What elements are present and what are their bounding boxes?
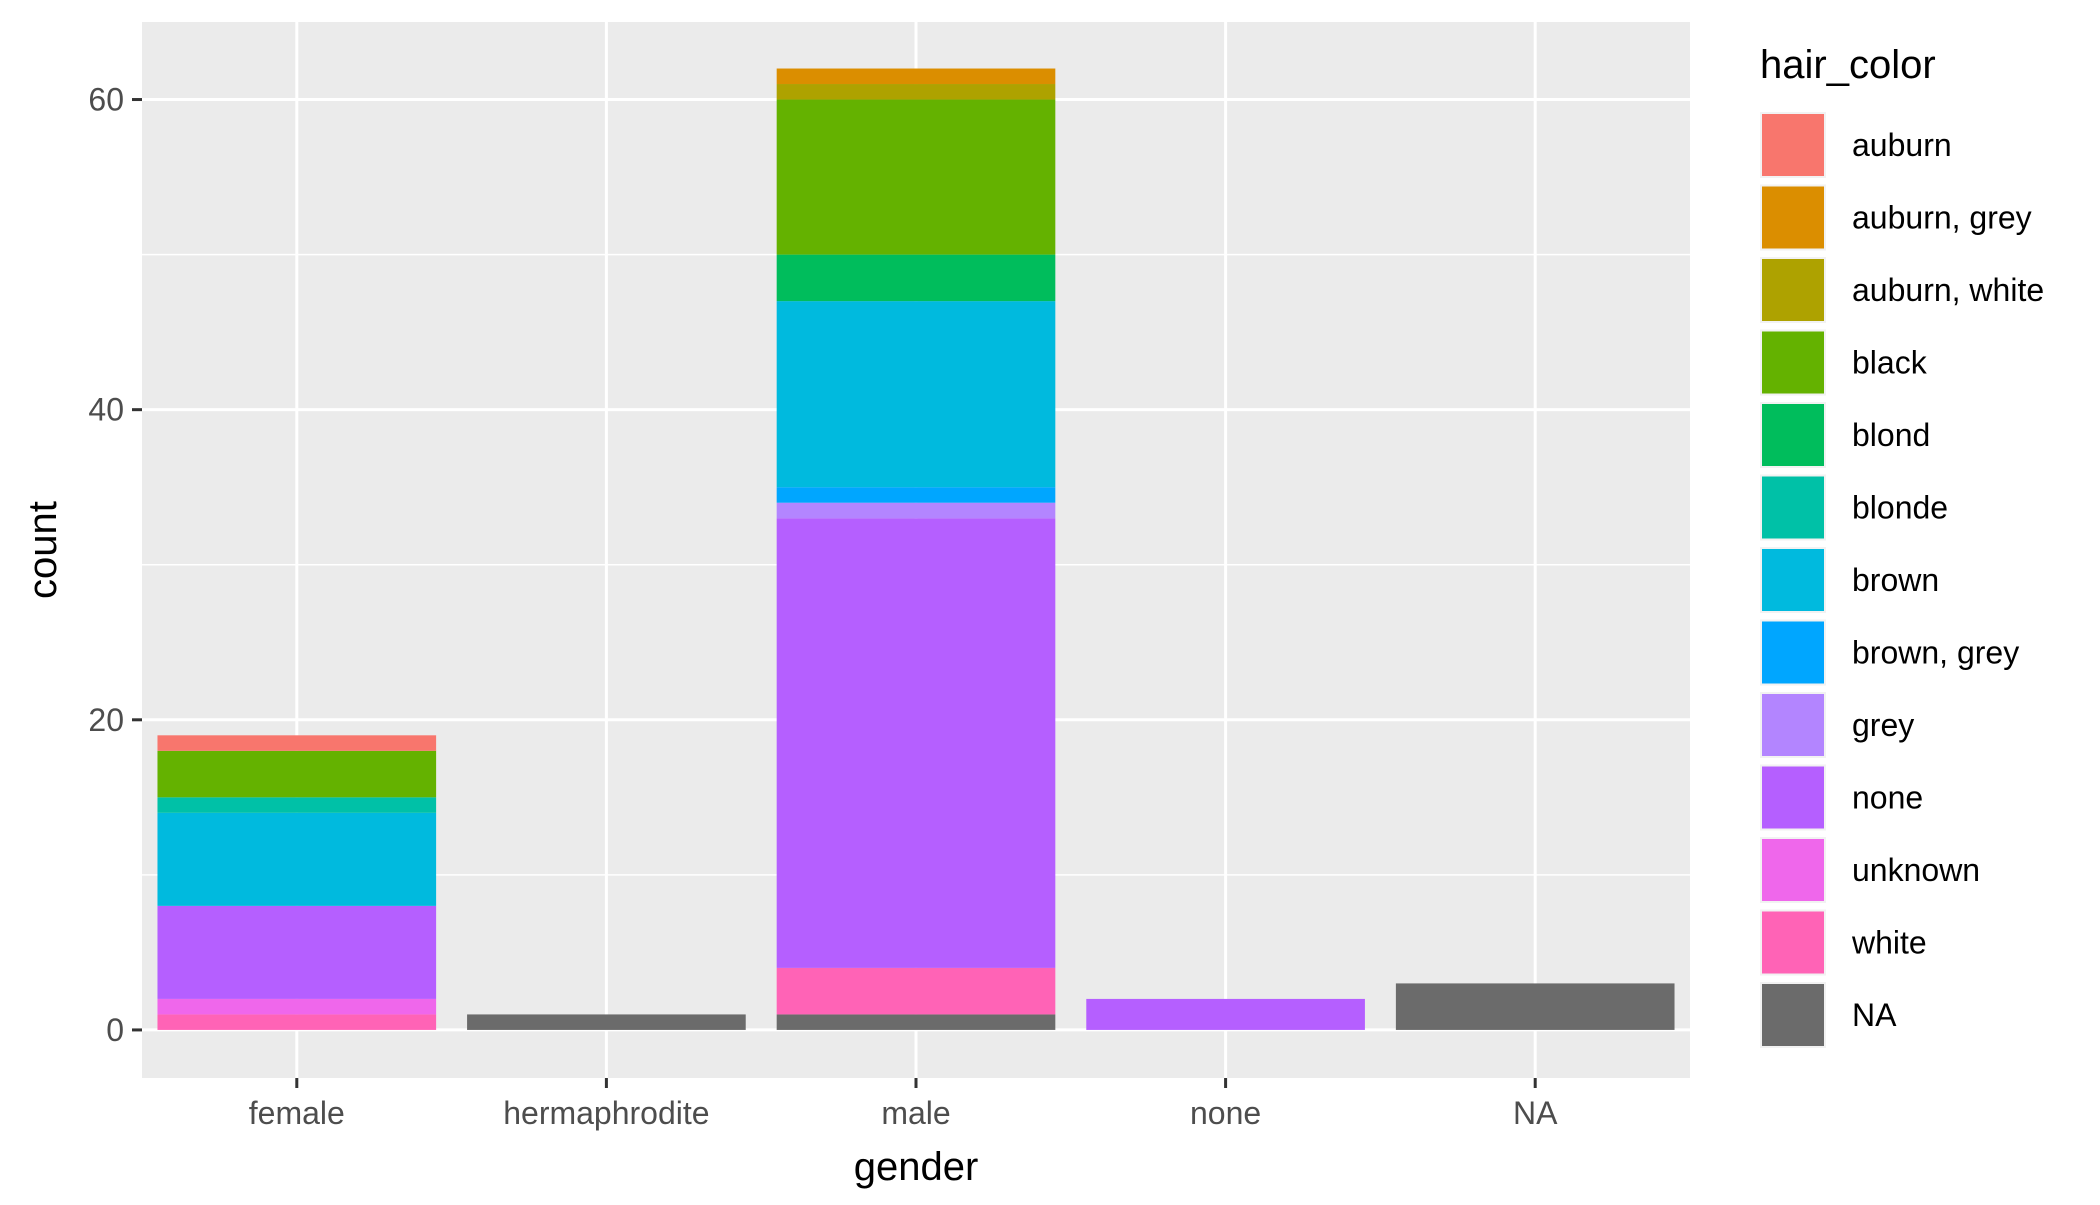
bar-segment: [776, 518, 1056, 968]
legend-label: blonde: [1852, 490, 1948, 526]
y-tick-label: 0: [106, 1012, 124, 1048]
legend-label: unknown: [1852, 852, 1980, 888]
legend-swatch: [1762, 839, 1824, 901]
legend-swatch: [1762, 259, 1824, 321]
bar-segment: [1395, 983, 1675, 1030]
bar-segment: [157, 735, 437, 751]
legend-label: brown, grey: [1852, 635, 2019, 671]
bar-segment: [776, 254, 1056, 302]
legend-swatch: [1762, 331, 1824, 394]
bar-segment: [776, 967, 1056, 1015]
x-axis: female hermaphrodite male none NA: [249, 1078, 1558, 1131]
legend-swatch: [1762, 114, 1824, 176]
y-tick-label: 60: [88, 82, 124, 118]
bar-segment: [776, 99, 1056, 255]
bar-segment: [776, 1014, 1056, 1030]
x-tick-label: female: [249, 1095, 345, 1131]
legend-label: auburn: [1852, 127, 1952, 163]
legend-label: none: [1852, 780, 1923, 816]
legend-label: blond: [1852, 417, 1930, 453]
y-tick-label: 40: [88, 392, 124, 428]
legend-title: hair_color: [1760, 43, 1936, 87]
x-tick-label: hermaphrodite: [503, 1095, 709, 1131]
y-axis: 0 20 40 60: [88, 82, 142, 1048]
legend-swatch: [1762, 404, 1824, 466]
bar-segment: [776, 502, 1056, 519]
legend-swatch: [1762, 549, 1824, 611]
legend-label: brown: [1852, 562, 1939, 598]
bar-segment: [776, 487, 1056, 503]
y-axis-title: count: [21, 501, 65, 599]
bar-segment: [1086, 998, 1365, 1030]
legend-items: auburn auburn, grey auburn, white black blon…: [1760, 112, 2044, 1048]
bar-segment: [776, 68, 1056, 85]
legend-label: NA: [1852, 997, 1897, 1033]
bar-segment: [157, 905, 437, 999]
legend-label: black: [1852, 345, 1928, 381]
bar-segment: [157, 998, 437, 1015]
legend-label: grey: [1852, 707, 1914, 743]
x-tick-label: male: [881, 1095, 950, 1131]
legend-swatch: [1762, 476, 1824, 539]
bar-segment: [776, 84, 1056, 100]
bar-segment: [776, 301, 1056, 488]
legend-swatch: [1762, 186, 1824, 249]
x-tick-label: none: [1190, 1095, 1261, 1131]
legend-label: white: [1851, 925, 1927, 961]
y-tick-label: 20: [88, 702, 124, 738]
legend-swatch: [1762, 911, 1824, 974]
legend-swatch: [1762, 766, 1824, 829]
legend-label: auburn, grey: [1852, 200, 2032, 236]
bar-segment: [157, 797, 437, 813]
bar-segment: [157, 812, 437, 906]
legend: hair_color auburn auburn, grey auburn, whi…: [1760, 43, 2044, 1048]
legend-swatch: [1762, 694, 1824, 756]
bar-segment: [157, 1014, 437, 1030]
bar-segment: [467, 1014, 746, 1030]
x-axis-title: gender: [854, 1145, 979, 1189]
legend-label: auburn, white: [1852, 272, 2044, 308]
bars-layer: [157, 68, 1675, 1030]
bar-segment: [157, 750, 437, 798]
legend-swatch: [1762, 621, 1824, 684]
legend-swatch: [1762, 984, 1824, 1046]
x-tick-label: NA: [1513, 1095, 1558, 1131]
